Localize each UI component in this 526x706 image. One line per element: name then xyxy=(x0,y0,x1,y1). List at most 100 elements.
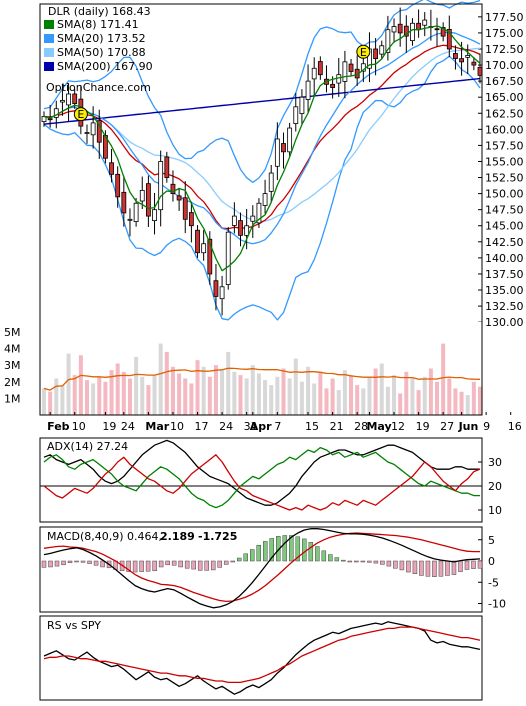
price-ytick-label: 162.50 xyxy=(485,107,524,120)
macd-panel-histogram-bar xyxy=(158,560,164,568)
volume-bar xyxy=(220,370,225,415)
candle-body xyxy=(115,173,121,198)
volume-bar xyxy=(398,393,403,415)
x-tick-label: 27 xyxy=(440,420,454,433)
volume-bar xyxy=(379,363,384,415)
candle-body xyxy=(446,28,452,50)
volume-bar xyxy=(422,376,427,415)
legend-swatch xyxy=(44,48,54,57)
volume-bar xyxy=(177,373,182,415)
candle-body xyxy=(440,27,446,37)
macd-panel-histogram-bar xyxy=(256,545,261,562)
legend-swatch xyxy=(44,34,54,43)
macd-panel-histogram-bar xyxy=(100,560,105,568)
candle-body xyxy=(311,67,317,80)
volume-panel-bg xyxy=(40,322,482,415)
candle-body xyxy=(96,120,102,143)
volume-bar xyxy=(361,388,366,415)
x-tick-label: Feb xyxy=(47,420,70,433)
x-tick-label: 31 xyxy=(244,420,258,433)
price-ytick-label: 157.50 xyxy=(485,139,524,152)
macd-panel-histogram-bar xyxy=(354,560,359,563)
volume-bar xyxy=(54,378,59,415)
price-ytick-label: 132.50 xyxy=(485,300,524,313)
candle-body xyxy=(281,143,286,153)
macd-panel-histogram-bar xyxy=(302,538,307,562)
x-tick-label: Apr xyxy=(250,420,272,433)
volume-bar xyxy=(84,380,89,415)
volume-bar xyxy=(42,388,46,415)
macd-panel-histogram-bar xyxy=(380,560,385,565)
macd-panel-histogram-bar xyxy=(249,549,255,562)
volume-bar xyxy=(232,371,237,415)
volume-bar xyxy=(441,343,446,415)
candle-body xyxy=(152,209,157,221)
macd-panel-histogram-bar xyxy=(477,560,483,569)
volume-bar xyxy=(312,383,317,415)
macd-panel-histogram-bar xyxy=(204,560,209,571)
macd-panel-ytick-label: -5 xyxy=(488,576,499,589)
x-tick-label: Mar xyxy=(145,420,169,433)
macd-panel-histogram-bar xyxy=(315,546,320,562)
volume-bar xyxy=(269,385,274,415)
candle-body xyxy=(330,83,336,88)
volume-bar xyxy=(459,391,464,415)
candle-body xyxy=(397,23,403,34)
volume-bar xyxy=(287,378,292,415)
candle-body xyxy=(459,58,464,63)
macd-panel-histogram-bar xyxy=(328,554,333,562)
price-ytick-label: 150.00 xyxy=(485,188,524,201)
candle-body xyxy=(434,28,440,31)
volume-bar xyxy=(465,395,470,415)
price-ytick-label: 170.00 xyxy=(485,59,524,72)
candle-body xyxy=(66,93,71,106)
macd-panel-histogram-bar xyxy=(373,560,379,564)
candle-body xyxy=(385,29,391,53)
price-ytick-label: 145.00 xyxy=(485,220,524,233)
macd-panel-histogram-bar xyxy=(171,560,177,566)
sma20-line xyxy=(43,31,481,245)
volume-bar xyxy=(146,385,151,415)
volume-bar xyxy=(250,365,255,415)
macd-panel-histogram-bar xyxy=(406,560,411,573)
x-tick-label: 16 xyxy=(508,420,522,433)
macd-panel-histogram-bar xyxy=(445,560,450,576)
price-ytick-label: 172.50 xyxy=(485,43,524,56)
candle-body xyxy=(195,229,200,254)
candle-body xyxy=(422,19,428,26)
candle-body xyxy=(453,53,458,60)
volume-bar xyxy=(404,371,409,415)
volume-bar xyxy=(256,373,261,415)
candle-body xyxy=(133,202,139,222)
candle-body xyxy=(293,106,299,124)
volume-bar xyxy=(385,386,390,415)
candle-body xyxy=(287,127,293,153)
legend-swatch xyxy=(44,62,54,71)
candle-body xyxy=(231,215,237,226)
earnings-marker xyxy=(356,44,371,59)
macd-panel-histogram-bar xyxy=(67,560,73,563)
macd-panel-histogram-bar xyxy=(145,560,151,572)
volume-bar xyxy=(324,388,329,415)
macd-panel-histogram-bar xyxy=(210,560,216,571)
legend-swatch xyxy=(44,20,54,29)
volume-bar xyxy=(91,383,96,415)
volume-ytick-label: 4M xyxy=(4,343,21,356)
candle-body xyxy=(342,61,348,82)
macd-panel-histogram-bar xyxy=(263,541,268,562)
volume-bar xyxy=(373,368,378,415)
macd-title-signal: 2.189 xyxy=(160,530,195,543)
volume-bar xyxy=(263,380,268,415)
x-tick-label: Jun xyxy=(458,420,479,433)
candle-body xyxy=(379,45,385,55)
macd-panel-histogram-bar xyxy=(341,559,346,562)
candle-body xyxy=(373,48,379,60)
volume-ytick-label: 1M xyxy=(4,392,21,405)
volume-bar xyxy=(447,378,452,415)
macd-title-diff: -1.725 xyxy=(198,530,237,543)
candle-body xyxy=(256,202,262,224)
x-tick-label: 24 xyxy=(121,420,135,433)
adx-panel-ytick-label: 10 xyxy=(488,504,502,517)
x-tick-label: 7 xyxy=(274,420,281,433)
